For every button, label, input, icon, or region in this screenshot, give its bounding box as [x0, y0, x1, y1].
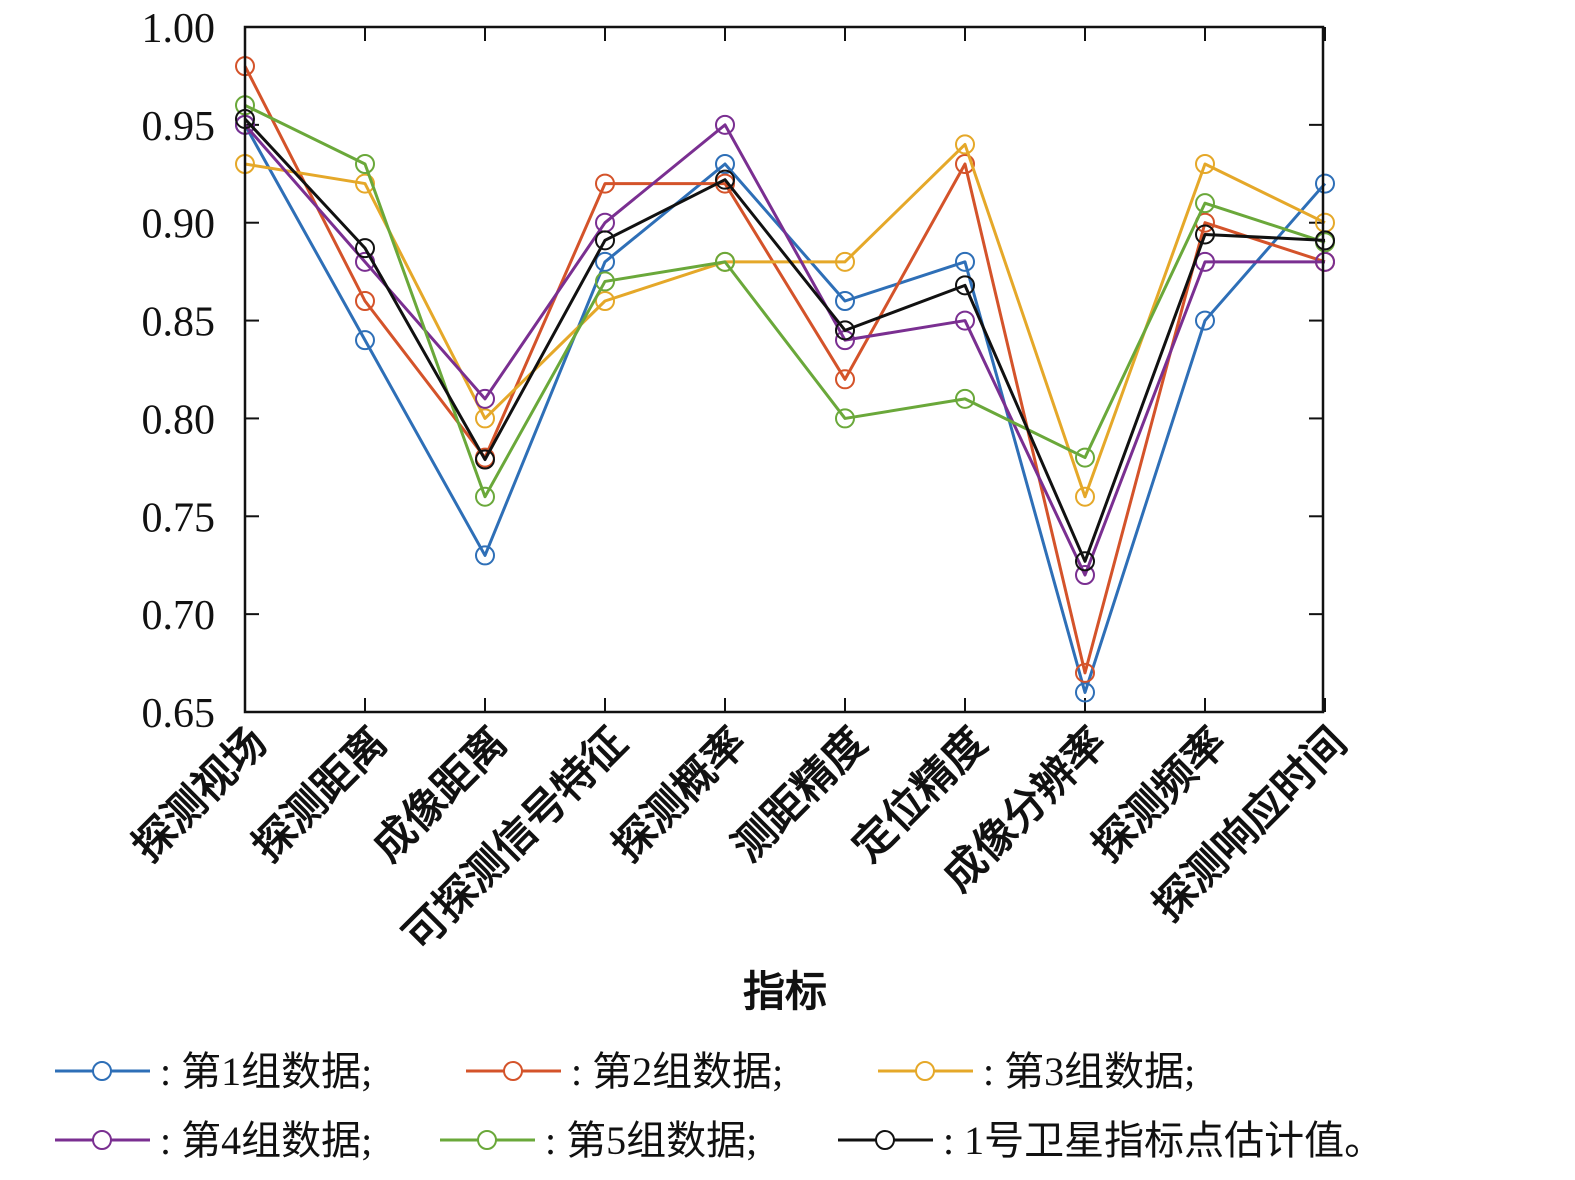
data-point	[595, 291, 615, 311]
data-point	[355, 291, 375, 311]
data-point	[475, 545, 495, 566]
data-point	[475, 408, 495, 429]
legend-swatch-marker	[92, 1061, 112, 1081]
y-tick-label: 0.75	[142, 495, 216, 541]
series-3	[235, 134, 1335, 507]
data-point	[835, 408, 855, 429]
y-tick-label: 0.90	[142, 202, 216, 248]
legend-label: : 第5组数据;	[545, 1118, 757, 1163]
legend-item-4: : 第4组数据;	[55, 1118, 372, 1163]
series-layer	[235, 56, 1335, 703]
data-point	[955, 251, 975, 272]
data-point	[955, 388, 975, 409]
data-point	[1075, 682, 1095, 703]
data-point	[1075, 486, 1095, 507]
data-point	[955, 275, 975, 296]
data-point	[355, 154, 375, 174]
data-point	[1075, 551, 1095, 572]
legend-item-1: : 第1组数据;	[55, 1049, 372, 1094]
data-point	[1075, 565, 1095, 585]
series-2	[235, 56, 1335, 683]
data-point	[595, 251, 615, 272]
data-point	[835, 320, 855, 341]
data-point	[835, 291, 855, 311]
x-axis-title: 指标	[743, 967, 827, 1016]
data-point	[355, 330, 375, 351]
data-point	[955, 310, 975, 331]
y-tick-label: 0.85	[142, 300, 216, 346]
data-point	[475, 388, 495, 409]
x-category-label: 可探测信号特征	[394, 717, 637, 960]
y-tick-label: 0.65	[142, 691, 216, 737]
data-point	[475, 486, 495, 507]
x-axis-category-labels: 探测视场探测距离成像距离可探测信号特征探测概率测距精度定位精度成像分辨率探测频率…	[123, 717, 1356, 960]
y-axis-ticks	[245, 26, 1323, 713]
legend-item-5: : 第5组数据;	[440, 1118, 757, 1163]
legend-swatch-marker	[477, 1130, 497, 1150]
data-point	[835, 251, 855, 272]
data-point	[1315, 230, 1335, 251]
data-point	[1195, 310, 1215, 331]
legend-swatch-marker	[875, 1130, 895, 1150]
data-point	[1195, 224, 1215, 245]
data-point	[715, 154, 735, 174]
data-point	[955, 154, 975, 174]
series-line	[243, 124, 1327, 694]
series-1	[235, 114, 1335, 703]
data-point	[595, 271, 615, 292]
data-point	[1195, 193, 1215, 214]
plot-frame	[243, 25, 1325, 714]
series-line	[243, 117, 1326, 563]
legend-label: : 第2组数据;	[571, 1049, 783, 1094]
data-point	[715, 114, 735, 135]
data-point	[355, 173, 375, 194]
series-line	[243, 65, 1326, 675]
data-point	[475, 449, 495, 470]
legend: : 第1组数据; : 第2组数据; : 第3组数据; : 第4组数据; : 第5组数据;…	[55, 1049, 1384, 1163]
data-point	[595, 230, 615, 251]
legend-item-6: : 1号卫星指标点估计值。	[838, 1118, 1384, 1163]
data-point	[1195, 154, 1215, 174]
y-tick-label: 1.00	[142, 6, 216, 52]
data-point	[835, 369, 855, 390]
legend-item-3: : 第3组数据;	[878, 1049, 1195, 1094]
legend-label: : 第1组数据;	[160, 1049, 372, 1094]
legend-swatch-marker	[503, 1061, 523, 1081]
y-tick-label: 0.80	[142, 397, 216, 443]
legend-swatch-marker	[915, 1061, 935, 1081]
data-point	[955, 134, 975, 155]
data-point	[1315, 251, 1335, 272]
y-axis-tick-labels: 0.65 0.70 0.75 0.80 0.85 0.90 0.95 1.00	[142, 6, 216, 737]
data-point	[1075, 447, 1095, 468]
legend-label: : 第4组数据;	[160, 1118, 372, 1163]
legend-swatch-marker	[92, 1130, 112, 1150]
data-point	[715, 251, 735, 272]
legend-label: : 1号卫星指标点估计值。	[943, 1118, 1384, 1163]
data-point	[715, 169, 735, 190]
legend-label: : 第3组数据;	[983, 1049, 1195, 1094]
series-line	[244, 103, 1326, 499]
series-5	[235, 95, 1335, 507]
data-point	[1315, 173, 1335, 194]
y-tick-label: 0.95	[142, 104, 216, 150]
data-point	[1075, 662, 1095, 683]
data-point	[355, 238, 375, 259]
y-tick-label: 0.70	[142, 593, 216, 639]
data-point	[595, 173, 615, 194]
legend-item-2: : 第2组数据;	[466, 1049, 783, 1094]
